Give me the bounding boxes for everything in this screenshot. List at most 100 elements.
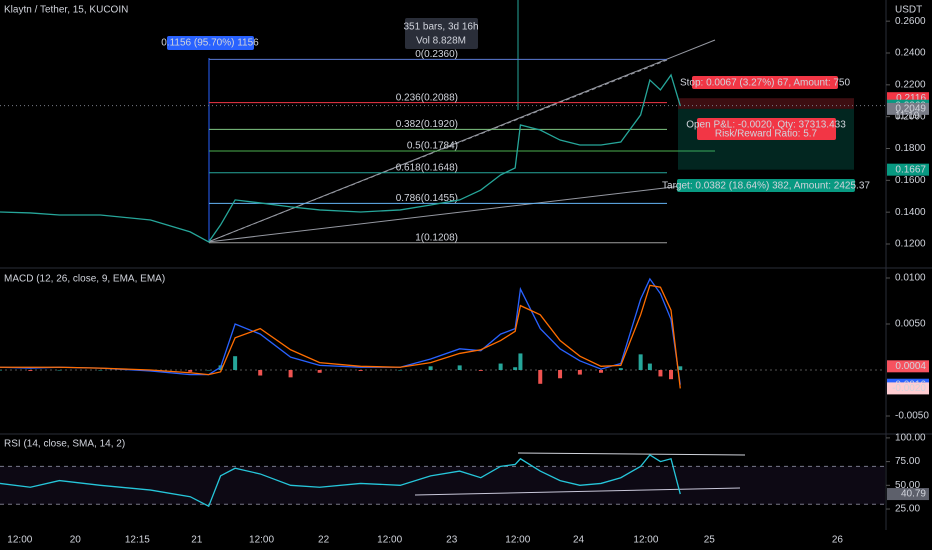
series-line <box>0 277 681 385</box>
y-tick-label: -0.0050 <box>895 411 929 422</box>
x-tick-label: 12:00 <box>249 535 274 546</box>
price-tag-label: 40.79 <box>901 489 926 500</box>
fib-label: 0.618(0.1648) <box>396 162 458 173</box>
pnl-label: Open P&L: -0.0020, Qty: 37313.433 <box>686 120 846 131</box>
histogram-bar <box>638 354 643 370</box>
x-tick-label: 22 <box>318 535 330 546</box>
histogram-bar <box>658 369 663 377</box>
histogram-bar <box>317 369 322 373</box>
countdown-label: 11:19 <box>895 110 920 121</box>
histogram-bar <box>478 369 483 371</box>
histogram-bar <box>577 369 582 375</box>
range-label: 0.1156 (95.70%) 1156 <box>161 38 259 49</box>
stop-label: Stop: 0.0067 (3.27%) 67, Amount: 750 <box>680 78 851 89</box>
x-tick-label: 24 <box>573 535 585 546</box>
series-line <box>0 73 681 243</box>
pnl-bg <box>697 118 836 140</box>
ratio-label: Risk/Reward Ratio: 5.7 <box>715 129 818 140</box>
range-bg <box>167 36 254 50</box>
histogram-bar <box>599 369 604 373</box>
rsi-trend-line <box>414 487 741 496</box>
fib-label: 0.5(0.1784) <box>407 141 458 152</box>
target-label: Target: 0.0382 (18.64%) 382, Amount: 242… <box>662 181 870 192</box>
range-box: 0.1156 (95.70%) 1156 <box>161 36 259 50</box>
stop-zone <box>678 98 854 109</box>
y-tick-label: 100.00 <box>895 433 926 444</box>
x-tick-label: 12:00 <box>633 535 658 546</box>
target-bg <box>677 179 855 192</box>
x-tick-label: 23 <box>446 535 458 546</box>
y-tick-label: 0.2000 <box>895 111 926 122</box>
x-tick-label: 25 <box>704 535 716 546</box>
histogram-bar <box>233 356 238 370</box>
bars-label: 351 bars, 3d 16h <box>403 22 478 33</box>
price-tag <box>887 382 929 395</box>
y-tick-label: 25.00 <box>895 504 920 515</box>
y-tick-label: 0.0100 <box>895 273 926 284</box>
histogram-bar <box>498 363 503 370</box>
x-tick-label: 26 <box>832 535 844 546</box>
rsi-band-fill <box>0 466 885 505</box>
histogram-bar <box>513 367 518 370</box>
bars-box: 351 bars, 3d 16h Vol 8.828M <box>403 18 479 49</box>
series-line <box>0 454 681 508</box>
histogram-bar <box>678 366 683 370</box>
histogram-bar <box>358 369 363 371</box>
histogram-bar <box>647 363 652 370</box>
fib-label: 0(0.2360) <box>415 49 458 60</box>
histogram-bar <box>398 369 403 371</box>
pane-title: MACD (12, 26, close, 9, EMA, EMA) <box>4 274 165 285</box>
volume-label: Vol 8.828M <box>416 36 466 47</box>
fib-label: 0.382(0.1920) <box>396 119 458 130</box>
y-tick-label: 0.2600 <box>895 16 926 27</box>
x-tick-label: 21 <box>191 535 203 546</box>
y-tick-label: 0.1400 <box>895 207 926 218</box>
y-tick-label: 0.1800 <box>895 143 926 154</box>
fib-label: 1(0.1208) <box>415 232 458 243</box>
chart-title: Klaytn / Tether, 15, KUCOIN <box>4 5 128 16</box>
histogram-bar <box>518 353 523 370</box>
histogram-bar <box>0 369 2 371</box>
price-tag-label: -0.0020 <box>892 383 926 394</box>
histogram-bar <box>98 369 103 371</box>
x-tick-label: 12:00 <box>377 535 402 546</box>
histogram-bar <box>669 369 674 380</box>
price-tag-label: 0.1667 <box>895 164 926 175</box>
series-line <box>0 284 681 389</box>
y-tick-label: 50.00 <box>895 480 920 491</box>
rsi-trend-line <box>517 452 746 456</box>
price-tag <box>887 163 929 176</box>
axis-unit: USDT <box>895 5 922 16</box>
histogram-bar <box>288 369 293 378</box>
x-tick-label: 12:00 <box>7 535 32 546</box>
histogram-bar <box>57 369 62 371</box>
y-tick-label: 0.2200 <box>895 79 926 90</box>
histogram-bar <box>618 368 623 370</box>
histogram-bar <box>428 366 433 370</box>
stop-bg <box>692 76 838 89</box>
trend-line <box>207 181 716 243</box>
price-tag-label: 0.0004 <box>895 361 926 372</box>
bars-bg <box>405 18 478 49</box>
x-tick-label: 20 <box>70 535 82 546</box>
y-tick-label: 0.2400 <box>895 48 926 59</box>
histogram-bar <box>28 369 33 371</box>
price-tag-label: 0.2049 <box>895 104 926 115</box>
histogram-bar <box>206 369 211 371</box>
histogram-bar <box>457 365 462 370</box>
x-tick-label: 12:15 <box>125 535 150 546</box>
price-tag <box>887 102 929 115</box>
pane-title: RSI (14, close, SMA, 14, 2) <box>4 439 125 450</box>
fib-label: 0.786(0.1455) <box>396 193 458 204</box>
histogram-bar <box>258 369 263 376</box>
price-tag-label: 0.2116 <box>896 93 926 104</box>
histogram-bar <box>188 369 193 372</box>
y-tick-label: 0.1600 <box>895 175 926 186</box>
price-tag <box>887 488 929 501</box>
y-tick-label: 0.1200 <box>895 239 926 250</box>
price-tag <box>887 360 929 373</box>
histogram-bar <box>558 369 563 379</box>
